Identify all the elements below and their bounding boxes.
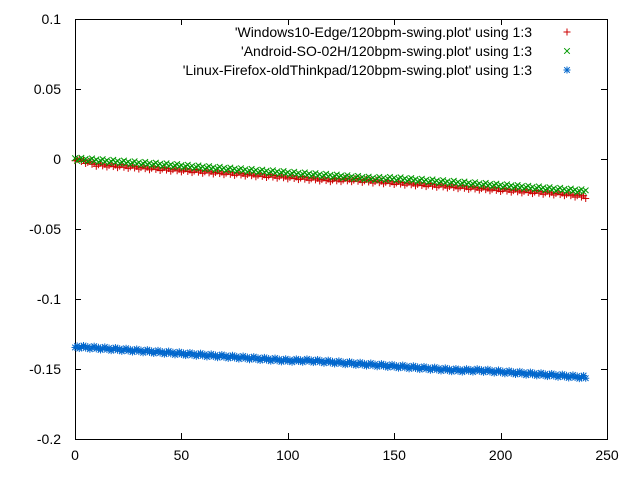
x-tick-label: 50 — [174, 447, 190, 463]
x-tick-label: 100 — [276, 447, 300, 463]
y-tick-label: 0.1 — [42, 11, 62, 27]
legend-marker — [563, 47, 571, 55]
y-tick-label: -0.1 — [37, 291, 61, 307]
y-tick-label: -0.15 — [29, 361, 61, 377]
data-point — [582, 194, 590, 202]
legend-label: 'Android-SO-02H/120bpm-swing.plot' using… — [241, 43, 532, 59]
y-tick-label: 0 — [53, 151, 61, 167]
axis-ticks: 0 50 100 150 200 250 -0.2 -0.15 -0.1 -0.05 0 0.05 0.… — [29, 11, 619, 463]
x-tick-label: 250 — [595, 447, 619, 463]
series-2 — [71, 154, 589, 196]
legend-entry-2: 'Android-SO-02H/120bpm-swing.plot' using… — [241, 43, 571, 59]
x-tick-label: 150 — [383, 447, 407, 463]
x-tick-label: 0 — [71, 447, 79, 463]
y-tick-label: 0.05 — [34, 81, 61, 97]
legend: 'Windows10-Edge/120bpm-swing.plot' using… — [183, 24, 571, 78]
series-3 — [71, 341, 590, 383]
legend-label: 'Windows10-Edge/120bpm-swing.plot' using… — [235, 24, 532, 40]
legend-marker — [563, 28, 571, 36]
x-tick-label: 200 — [489, 447, 513, 463]
legend-label: 'Linux-Firefox-oldThinkpad/120bpm-swing.… — [183, 62, 533, 78]
legend-entry-3: 'Linux-Firefox-oldThinkpad/120bpm-swing.… — [183, 62, 571, 78]
data-point — [582, 187, 589, 194]
legend-entry-1: 'Windows10-Edge/120bpm-swing.plot' using… — [235, 24, 571, 40]
y-tick-label: -0.2 — [37, 431, 61, 447]
data-point — [582, 374, 590, 382]
legend-marker — [563, 66, 571, 74]
y-tick-label: -0.05 — [29, 221, 61, 237]
data-series — [71, 154, 590, 383]
